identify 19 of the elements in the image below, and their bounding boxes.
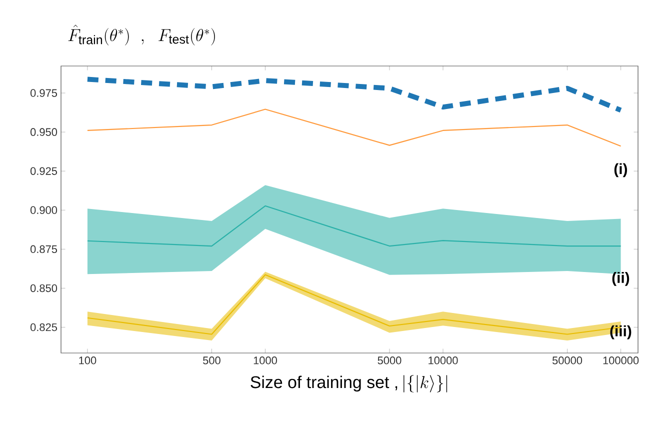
- y-tick-label: 0.975: [30, 89, 58, 97]
- x-tick-label: 10000: [428, 356, 458, 364]
- y-tick-label: 0.925: [30, 167, 58, 175]
- x-tick-label: 100000: [603, 356, 639, 364]
- y-tick-label: 0.950: [30, 128, 58, 136]
- x-tick-label: 500: [203, 356, 220, 364]
- chart-title: $\hat{F}_{\mathrm{train}}(\theta^*)\ \ ,\ \ F_{\mathrm{test}}(\theta^*)$: [68, 24, 215, 46]
- y-tick-label: 0.850: [30, 284, 58, 292]
- y-tick-label: 0.875: [30, 245, 58, 254]
- x-tick-label: 50000: [552, 356, 582, 364]
- x-tick-label: 100: [79, 356, 96, 364]
- annotation: (i): [614, 163, 628, 178]
- x-axis-title: $\mbox{Size of training set ,}\left|\{|k\rangle\}\right|$: [250, 375, 448, 392]
- annotation: (iii): [610, 325, 632, 340]
- annotation: (ii): [612, 272, 630, 286]
- x-tick-label: 5000: [378, 356, 402, 364]
- x-tick-label: 1000: [254, 356, 277, 364]
- y-tick-label: 0.900: [30, 206, 58, 214]
- y-tick-label: 0.825: [30, 323, 58, 332]
